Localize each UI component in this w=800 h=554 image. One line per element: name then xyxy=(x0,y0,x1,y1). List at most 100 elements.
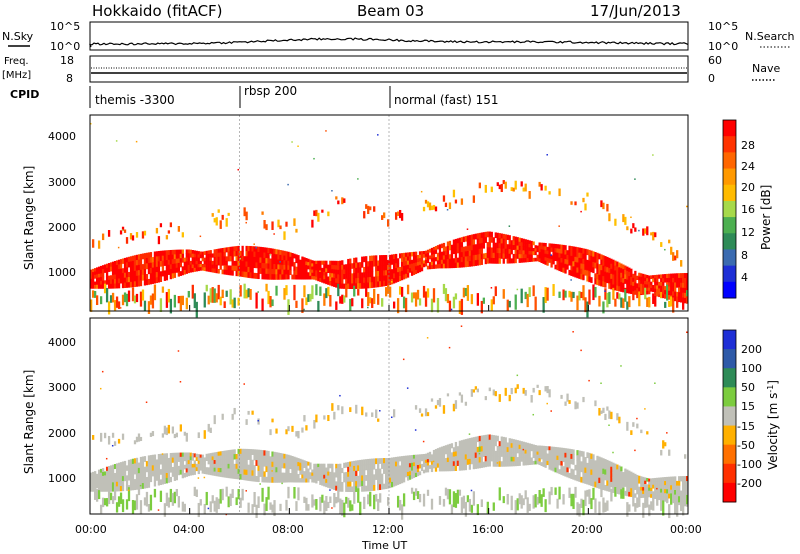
power-cell xyxy=(263,220,266,229)
velocity-cell xyxy=(103,475,107,480)
velocity-cell xyxy=(231,454,234,460)
power-cell xyxy=(95,295,99,306)
power-cell xyxy=(598,295,601,307)
power-cell xyxy=(526,254,529,259)
velocity-cell xyxy=(508,456,511,462)
power-cell xyxy=(514,236,517,242)
power-cell xyxy=(157,261,161,268)
power-cell xyxy=(648,290,651,295)
power-cell xyxy=(398,266,402,273)
power-cell xyxy=(297,275,300,280)
power-cell xyxy=(311,219,314,228)
power-cell xyxy=(169,254,173,261)
velocity-cell xyxy=(502,451,505,457)
velocity-cell xyxy=(512,443,515,449)
velocity-cell xyxy=(618,474,621,481)
power-cell xyxy=(381,215,384,220)
velocity-cell xyxy=(209,453,212,458)
power-cell xyxy=(546,257,549,263)
power-cell xyxy=(440,255,444,261)
velocity-cell xyxy=(307,471,310,476)
power-cell xyxy=(97,270,101,275)
velocity-cell xyxy=(90,488,93,492)
power-cell xyxy=(502,238,505,245)
velocity-cell xyxy=(293,465,296,470)
power-cell xyxy=(446,254,450,260)
power-cell xyxy=(381,260,384,266)
power-cell xyxy=(177,225,180,232)
velocity-cell xyxy=(466,454,470,460)
velocity-cell xyxy=(578,471,581,477)
velocity-cell xyxy=(668,476,671,482)
power-cell xyxy=(418,251,422,256)
power-cell xyxy=(139,291,143,307)
velocity-cell xyxy=(596,477,599,483)
velocity-speckle xyxy=(414,429,417,431)
velocity-cell xyxy=(357,460,360,466)
power-cell xyxy=(341,269,344,275)
power-cell xyxy=(159,276,163,283)
power-cell xyxy=(265,224,268,231)
velocity-cell xyxy=(530,443,533,448)
velocity-cell xyxy=(355,465,358,472)
velocity-cell xyxy=(265,450,268,457)
power-cell xyxy=(442,195,446,202)
power-cell xyxy=(520,250,523,255)
power-cell xyxy=(504,243,507,250)
velocity-cell xyxy=(301,459,304,464)
power-cell xyxy=(241,266,244,272)
power-cell xyxy=(522,238,525,244)
velocity-cell xyxy=(670,485,673,491)
power-cell xyxy=(544,246,547,251)
power-cell xyxy=(486,231,489,238)
power-cell xyxy=(440,243,444,249)
power-cell xyxy=(582,248,585,255)
velocity-cell xyxy=(171,426,175,434)
velocity-cell xyxy=(305,497,308,511)
power-cell xyxy=(131,266,135,272)
power-cell xyxy=(570,265,573,272)
velocity-cell xyxy=(245,454,248,460)
velocity-cell xyxy=(363,459,366,466)
power-cell xyxy=(349,263,352,270)
velocity-cell xyxy=(412,454,416,460)
power-cell xyxy=(325,264,328,269)
power-cell xyxy=(103,283,107,294)
velocity-cell xyxy=(436,463,440,468)
velocity-cell xyxy=(558,486,561,500)
power-cell xyxy=(349,278,352,285)
power-cell xyxy=(181,266,184,272)
power-cell xyxy=(213,257,216,262)
velocity-cell xyxy=(454,451,458,457)
power-cell xyxy=(400,275,404,281)
velocity-cell xyxy=(299,462,302,468)
velocity-cell xyxy=(251,410,254,415)
velocity-cell xyxy=(604,484,607,491)
velocity-cell xyxy=(426,465,430,470)
velocity-cell xyxy=(373,458,376,465)
velocity-speckle xyxy=(349,482,351,484)
power-cell xyxy=(668,273,671,279)
velocity-cell xyxy=(177,452,180,458)
velocity-cell xyxy=(135,468,139,475)
velocity-cell xyxy=(518,448,521,454)
velocity-cell xyxy=(534,494,537,508)
velocity-cell xyxy=(325,467,328,472)
power-cell xyxy=(241,271,244,277)
velocity-cell xyxy=(247,410,250,415)
velocity-cell xyxy=(179,452,182,458)
velocity-speckle xyxy=(620,365,622,367)
power-cell xyxy=(404,265,408,271)
colorbar-swatch xyxy=(723,281,736,299)
velocity-cell xyxy=(127,474,131,481)
power-cell xyxy=(235,251,238,257)
velocity-cell xyxy=(345,486,348,492)
velocity-cell xyxy=(135,457,139,464)
power-cell xyxy=(680,273,683,279)
power-cell xyxy=(129,266,133,273)
power-cell xyxy=(664,301,667,308)
velocity-cell xyxy=(327,471,330,477)
power-cell xyxy=(604,276,607,283)
velocity-cell xyxy=(664,481,667,486)
power-cell xyxy=(520,254,523,259)
